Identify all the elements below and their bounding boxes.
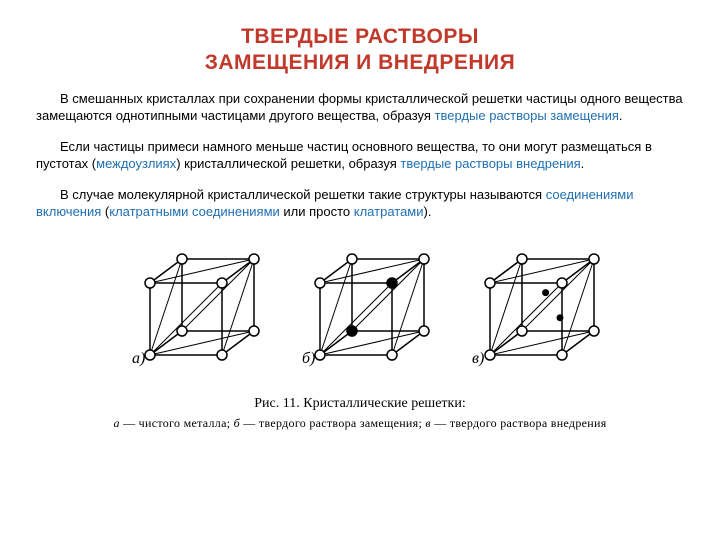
cap-a2: — чистого металла; [120, 416, 234, 430]
page-title: ТВЕРДЫЕ РАСТВОРЫ ЗАМЕЩЕНИЯ И ВНЕДРЕНИЯ [36, 24, 684, 77]
paragraph-2: Если частицы примеси намного меньше част… [36, 138, 684, 173]
p1-end: . [619, 108, 623, 123]
title-line-1: ТВЕРДЫЕ РАСТВОРЫ [241, 25, 479, 48]
cap-b2: — твердого раствора замещения; [240, 416, 425, 430]
p2-text-b: ) кристаллической решетки, образуя [176, 156, 400, 171]
p3-end: ). [424, 204, 432, 219]
p2-end: . [581, 156, 585, 171]
p3-text-c: или просто [280, 204, 354, 219]
p2-term-b: твердые растворы внедрения [400, 156, 580, 171]
figure-caption-sub: а — чистого металла; б — твердого раство… [36, 416, 684, 431]
paragraph-1: В смешанных кристаллах при сохранении фо… [36, 90, 684, 125]
figure: а) б) в) Рис. 11. Кристаллические решетки:… [36, 235, 684, 431]
lattice-diagram: а) б) в) [90, 235, 630, 385]
title-line-2: ЗАМЕЩЕНИЯ И ВНЕДРЕНИЯ [205, 51, 516, 74]
svg-text:в): в) [472, 350, 484, 367]
p2-term-a: междоузлиях [96, 156, 176, 171]
p3-term-c: клатратами [354, 204, 424, 219]
svg-text:а): а) [132, 350, 145, 367]
p3-text-a: В случае молекулярной кристаллической ре… [60, 187, 546, 202]
p1-term: твердые растворы замещения [435, 108, 619, 123]
figure-caption-main: Рис. 11. Кристаллические решетки: [36, 396, 684, 412]
svg-text:б): б) [302, 350, 315, 367]
paragraph-3: В случае молекулярной кристаллической ре… [36, 186, 684, 221]
p3-term-b: клатратными соединениями [109, 204, 280, 219]
cap-c2: — твердого раствора внедрения [431, 416, 607, 430]
